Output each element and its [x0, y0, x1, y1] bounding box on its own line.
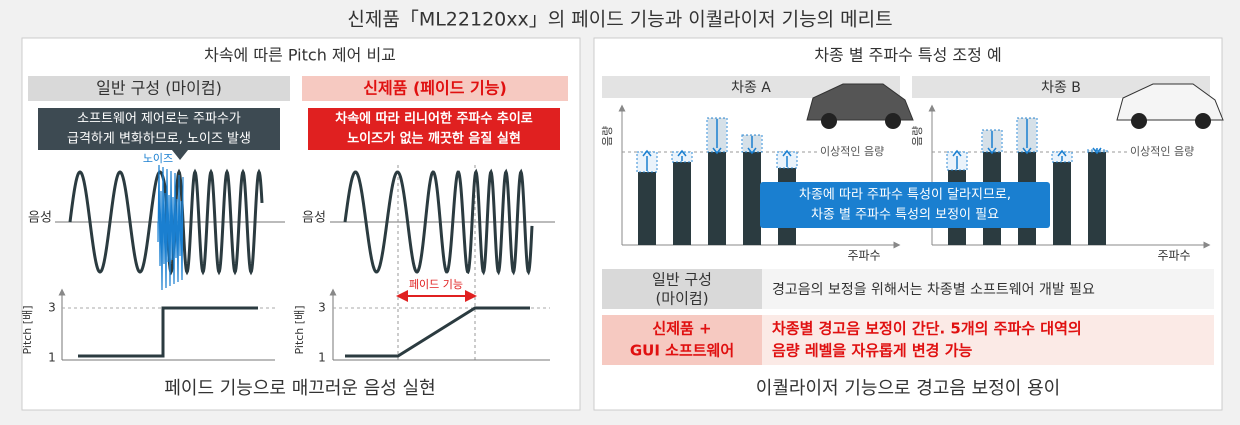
- tick-label: 3: [48, 301, 56, 315]
- adjust-arrow: [1057, 149, 1067, 161]
- wheel: [1131, 113, 1147, 129]
- panel-title: 차종 별 주파수 특성 조정 예: [814, 46, 1001, 65]
- axis-label: Pitch [배]: [293, 306, 306, 355]
- wave: [343, 168, 534, 276]
- row-label: (마이컴): [655, 290, 708, 308]
- bar: [1053, 162, 1071, 245]
- ideal-label: 이상적인 음량: [820, 145, 884, 158]
- column-header: [302, 76, 568, 101]
- page-title: 신제품「ML22120xx」의 페이드 기능과 이퀄라이저 기능의 메리트: [347, 9, 892, 31]
- adjust-arrow: [782, 149, 792, 167]
- axis-label: 음량: [601, 126, 614, 146]
- adjust-arrow: [1092, 147, 1102, 155]
- adjust-arrow: [747, 136, 757, 155]
- pitch-chart: Pitch [배] 3 1: [293, 288, 550, 365]
- callout-text: 급격하게 변화하므로, 노이즈 발생: [67, 132, 251, 147]
- table-cell: [602, 269, 762, 309]
- bar: [743, 135, 761, 245]
- pitch-line: [78, 306, 258, 358]
- callout: [760, 182, 1050, 228]
- row-text: 차종별 경고음 보정이 간단. 5개의 주파수 대역의: [772, 320, 1082, 338]
- panel-title: 차속에 따른 Pitch 제어 비교: [204, 46, 396, 65]
- callout-text: 차속에 따라 리니어한 주파수 추이로: [335, 111, 533, 127]
- axis-label: Pitch [배]: [21, 306, 34, 355]
- callout-text: 차종 별 주파수 특성의 보정이 필요: [811, 208, 999, 223]
- row-label: 신제품 +: [652, 320, 711, 338]
- wheel: [821, 113, 837, 129]
- pitch-line: [345, 306, 530, 358]
- adjust-arrow: [952, 149, 962, 169]
- row-text: 음량 레벨을 자유롭게 변경 가능: [772, 342, 972, 360]
- table-cell: [762, 269, 1214, 309]
- wheel: [1195, 113, 1211, 129]
- ideal-label: 이상적인 음량: [1130, 145, 1194, 158]
- adjust-arrow: [1022, 119, 1032, 155]
- tick-label: 1: [318, 351, 326, 365]
- wave-label: 음성: [302, 211, 326, 226]
- axis-label: 주파수: [1157, 249, 1190, 263]
- bar: [673, 162, 691, 245]
- column-title: 일반 구성 (마이컴): [96, 79, 222, 98]
- adjust-arrow: [987, 131, 997, 155]
- row-label: GUI 소프트웨어: [630, 342, 734, 360]
- callout: [38, 108, 280, 160]
- callout-text: 소프트웨어 제어로는 주파수가: [77, 112, 241, 127]
- axis-label: 주파수: [847, 249, 880, 263]
- noise-label: 노이즈: [143, 152, 173, 165]
- axis-label: 음량: [911, 126, 924, 146]
- tick-label: 1: [48, 351, 56, 365]
- table-cell: [602, 315, 762, 365]
- callout-text: 노이즈가 없는 깨끗한 음질 실현: [347, 131, 521, 147]
- bar: [1088, 150, 1106, 245]
- callout: [308, 108, 560, 150]
- adjust-arrow: [642, 149, 652, 171]
- panel-footer: 이퀄라이저 기능으로 경고음 보정이 용이: [756, 378, 1060, 399]
- wheel: [885, 113, 901, 129]
- panel-footer: 페이드 기능으로 매끄러운 음성 실현: [164, 378, 435, 399]
- wave: [68, 168, 264, 276]
- car: [1116, 83, 1224, 121]
- fade-label: 페이드 기능: [409, 278, 463, 291]
- adjust-arrow: [712, 119, 722, 155]
- tick-label: 3: [318, 301, 326, 315]
- chart-label: 차종 B: [1041, 80, 1081, 96]
- callout-text: 차종에 따라 주파수 특성이 달라지므로,: [799, 188, 1011, 203]
- column-title: 신제품 (페이드 기능): [363, 79, 507, 98]
- chart-label: 차종 A: [731, 80, 771, 96]
- adjust-arrow: [677, 149, 687, 161]
- wave-label: 음성: [28, 211, 52, 226]
- row-label: 일반 구성: [652, 271, 712, 289]
- noise: [157, 164, 184, 291]
- bar: [638, 172, 656, 245]
- pitch-chart: Pitch [배] 3 1: [21, 288, 275, 365]
- car: [806, 83, 914, 121]
- row-text: 경고음의 보정을 위해서는 차종별 소프트웨어 개발 필요: [772, 282, 1095, 298]
- table-cell: [762, 315, 1214, 365]
- column-header: [28, 76, 290, 101]
